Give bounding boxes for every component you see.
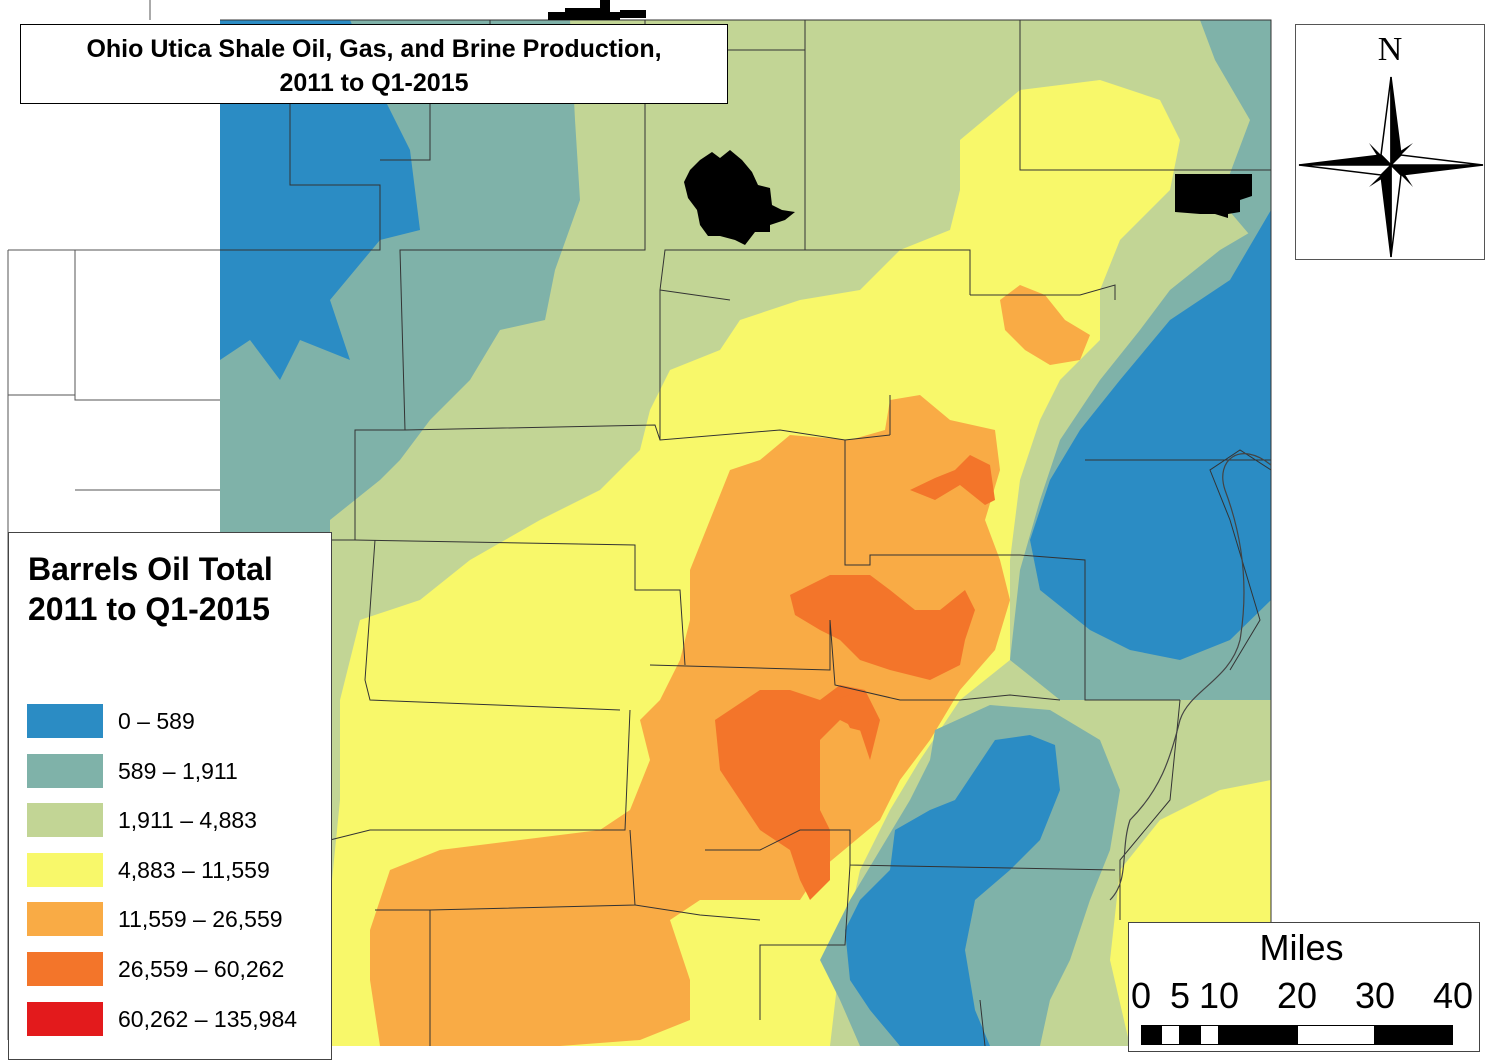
urban-area-top-2 <box>620 10 646 18</box>
legend-item: 589 – 1,911 <box>27 753 327 788</box>
scale-segment <box>1141 1025 1161 1045</box>
legend-swatch <box>27 803 103 838</box>
legend-item: 60,262 – 135,984 <box>27 1001 327 1036</box>
scale-bar: Miles 0 5 10 20 30 40 <box>1128 922 1480 1052</box>
compass-rose-icon <box>1298 76 1484 258</box>
legend-label: 589 – 1,911 <box>118 757 238 784</box>
legend-swatch <box>27 753 103 788</box>
zone-11559-26559-north <box>1000 285 1090 365</box>
scale-tick-label: 30 <box>1355 975 1396 1016</box>
legend-swatch <box>27 1001 103 1036</box>
map-title-line1: Ohio Utica Shale Oil, Gas, and Brine Pro… <box>86 35 662 63</box>
legend-title: Barrels Oil Total 2011 to Q1-2015 <box>28 549 273 629</box>
urban-area-east <box>1175 174 1252 218</box>
legend-label: 11,559 – 26,559 <box>118 906 283 933</box>
legend-label: 26,559 – 60,262 <box>118 956 285 982</box>
scale-tick-label: 10 <box>1199 975 1240 1016</box>
map-title-line2: 2011 to Q1-2015 <box>279 69 469 97</box>
urban-area-west <box>684 150 795 245</box>
legend-item: 0 – 589 <box>27 704 327 738</box>
legend-swatch <box>27 852 103 887</box>
scale-tick-label: 40 <box>1433 975 1474 1016</box>
north-letter: N <box>1377 31 1403 68</box>
legend-swatch <box>27 902 103 937</box>
legend-item: 4,883 – 11,559 <box>27 852 327 887</box>
north-arrow-box: N <box>1295 24 1485 260</box>
legend-item: 1,911 – 4,883 <box>27 803 327 838</box>
scale-tick-label: 5 <box>1170 975 1191 1016</box>
legend-item: 26,559 – 60,262 <box>27 952 327 986</box>
scale-title: Miles <box>1259 927 1344 968</box>
legend-label: 60,262 – 135,984 <box>118 1005 298 1032</box>
urban-area-top <box>548 0 620 20</box>
legend: Barrels Oil Total 2011 to Q1-2015 0 – 58… <box>8 532 332 1060</box>
zone-11559-26559-central <box>370 395 1010 1046</box>
scale-segment <box>1297 1025 1375 1045</box>
legend-label: 4,883 – 11,559 <box>118 856 270 883</box>
scale-segment <box>1180 1025 1200 1045</box>
zone-26559-60262-north <box>910 455 995 505</box>
legend-title-line2: 2011 to Q1-2015 <box>28 591 270 627</box>
zone-0-589-northwest <box>220 20 420 380</box>
zone-589-1911-northeast <box>1200 20 1271 260</box>
scale-segment <box>1160 1025 1180 1045</box>
scale-tick-label: 0 <box>1131 975 1152 1016</box>
zone-26559-60262-middle <box>790 575 975 680</box>
legend-label: 1,911 – 4,883 <box>118 807 257 834</box>
map-title-box: Ohio Utica Shale Oil, Gas, and Brine Pro… <box>20 24 728 104</box>
legend-label: 0 – 589 <box>118 708 195 734</box>
scale-tick-label: 20 <box>1277 975 1318 1016</box>
scale-segment <box>1199 1025 1219 1045</box>
river-line <box>1109 453 1272 901</box>
zone-26559-60262-spot <box>840 692 872 732</box>
scale-segment <box>1375 1025 1453 1045</box>
legend-title-line1: Barrels Oil Total <box>28 551 273 587</box>
zone-0-589-southeast <box>845 735 1060 1046</box>
contour-surface <box>220 20 1271 1046</box>
zone-26559-60262-lower <box>715 685 880 900</box>
legend-swatch <box>27 952 103 986</box>
legend-item: 11,559 – 26,559 <box>27 902 327 937</box>
scale-segment <box>1219 1025 1297 1045</box>
zone-0-589-east <box>1030 210 1271 660</box>
legend-swatch <box>27 704 103 738</box>
